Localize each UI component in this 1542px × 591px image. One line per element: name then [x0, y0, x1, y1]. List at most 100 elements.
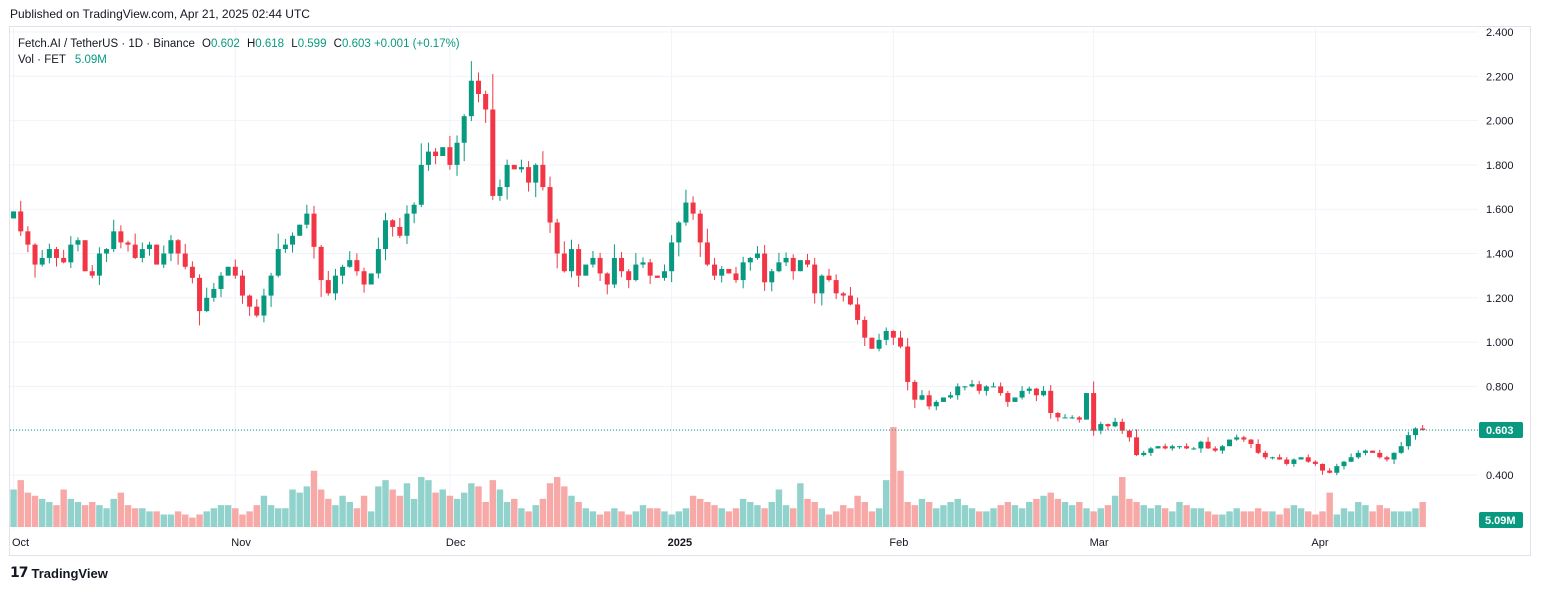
volume-bar [1011, 505, 1019, 527]
candle-body [96, 253, 102, 276]
candle-body [1334, 466, 1340, 473]
volume-bar [217, 505, 225, 527]
candle-body [948, 395, 954, 398]
candle-body [454, 142, 460, 165]
volume-bar [625, 514, 632, 527]
candle-body [118, 231, 124, 243]
volume-bar [911, 505, 919, 527]
candle-body [225, 266, 231, 276]
volume-bar [1083, 508, 1090, 527]
volume-bar [1383, 508, 1391, 527]
candle-body [597, 257, 603, 274]
candle-body [1098, 424, 1104, 431]
candle-body [297, 224, 303, 236]
volume-bar [1047, 492, 1054, 527]
published-caption: Published on TradingView.com, Apr 21, 20… [10, 7, 310, 21]
candle-body [418, 164, 424, 205]
volume-bar [131, 508, 139, 527]
volume-bar [182, 514, 189, 527]
volume-bar [604, 511, 611, 527]
candle-body [397, 226, 403, 236]
volume-bar [17, 480, 24, 527]
candle-body [282, 244, 288, 250]
volume-bar [389, 489, 396, 527]
chart-frame [9, 26, 1531, 556]
volume-bar [460, 492, 468, 527]
candle-body [504, 164, 510, 188]
volume-bar [1097, 508, 1105, 527]
volume-bar [1076, 502, 1083, 527]
volume-bar [1262, 511, 1269, 527]
volume-bar [797, 483, 804, 527]
volume-bar [775, 489, 783, 527]
candle-body [218, 275, 224, 289]
volume-label[interactable]: Vol · FET [18, 54, 66, 66]
time-tick-label: 2025 [668, 537, 692, 549]
volume-bar [711, 505, 718, 527]
volume-bar [453, 498, 461, 527]
candle-body [1184, 446, 1190, 449]
volume-bar [146, 511, 153, 527]
candle-body [154, 244, 160, 265]
candle-body [1026, 388, 1032, 391]
volume-bars [10, 427, 1426, 527]
volume-bar [289, 489, 296, 527]
candle-body [268, 275, 274, 296]
candle-body [390, 220, 396, 227]
candle-body [1005, 393, 1011, 402]
time-tick-label: Feb [889, 537, 908, 549]
candle-body [1191, 448, 1197, 450]
volume-bar [682, 508, 690, 527]
volume-bar [296, 492, 303, 527]
volume-bar [1147, 508, 1155, 527]
volume-bar [1333, 514, 1341, 527]
candle-body [647, 262, 653, 276]
volume-bar [1212, 514, 1219, 527]
volume-bar [840, 505, 847, 527]
symbol-label[interactable]: Fetch.AI / TetherUS · 1D · Binance [18, 38, 195, 50]
candle-body [104, 249, 110, 254]
volume-bar [253, 505, 260, 527]
candle-body [490, 109, 496, 196]
candle-body [68, 244, 74, 263]
volume-bar [646, 508, 654, 527]
candle-body [1126, 430, 1132, 438]
price-tick-label: 0.400 [1486, 470, 1514, 482]
candle-body [1312, 461, 1318, 464]
candle-body [747, 257, 753, 263]
volume-bar [1111, 495, 1119, 527]
candle-body [175, 240, 181, 254]
volume-bar [496, 489, 504, 527]
volume-bar [697, 498, 704, 527]
volume-bar [38, 498, 46, 527]
volume-bar [818, 508, 826, 527]
candle-body [1284, 459, 1290, 464]
candle-body [1062, 417, 1068, 419]
volume-bar [210, 508, 218, 527]
candle-body [704, 242, 710, 265]
volume-bar [632, 511, 640, 527]
volume-bar [1033, 498, 1040, 527]
footer-brand[interactable]: 17 TradingView [10, 565, 108, 581]
volume-bar [618, 511, 625, 527]
volume-bar [1161, 508, 1169, 527]
candle-body [347, 260, 353, 267]
brand-name: TradingView [31, 565, 108, 581]
candle-body [740, 262, 746, 281]
volume-bar [303, 486, 311, 527]
volume-bar [224, 505, 232, 527]
volume-bar [832, 511, 840, 527]
candle-body [568, 249, 574, 272]
volume-bar [1326, 492, 1333, 527]
candle-body [290, 235, 296, 245]
candle-body [805, 260, 811, 265]
candle-body [197, 277, 203, 312]
candle-body [1198, 441, 1204, 449]
volume-bar [539, 498, 547, 527]
volume-bar [1419, 502, 1426, 527]
price-tick-label: 0.800 [1486, 381, 1514, 393]
candle-body [1162, 446, 1168, 449]
volume-bar [117, 492, 125, 527]
candle-body [1269, 457, 1275, 459]
